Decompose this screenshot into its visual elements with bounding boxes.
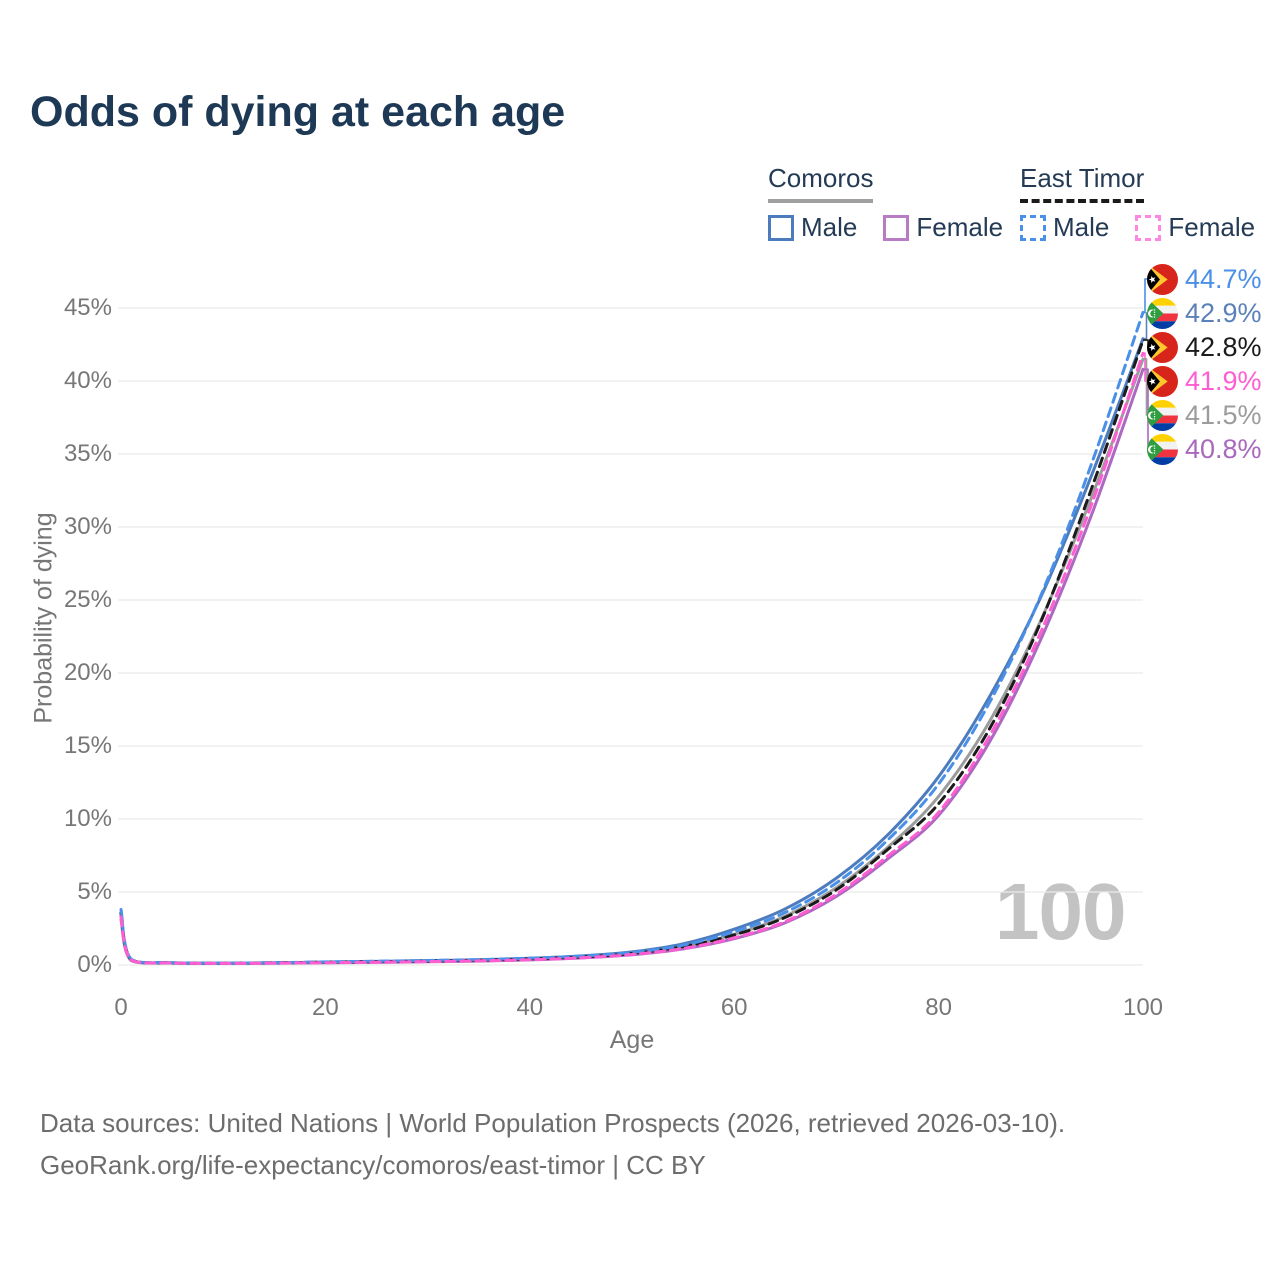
x-axis-title: Age (609, 1026, 655, 1054)
page-title: Odds of dying at each age (30, 88, 566, 136)
comoros-male-line (119, 337, 1145, 965)
y-tick-label: 0% (77, 951, 112, 978)
east-timor-flag-icon (1147, 331, 1178, 363)
x-tick-label: 80 (925, 994, 952, 1021)
x-tick-label: 0 (114, 994, 128, 1021)
y-tick-label: 30% (63, 513, 112, 540)
legend-title-comoros[interactable]: Comoros (768, 163, 874, 203)
end-label-value: 41.9% (1185, 365, 1262, 396)
legend-item-comoros-female[interactable]: Female (883, 212, 1003, 243)
east-timor-female-swatch-icon (1135, 214, 1162, 241)
y-tick-label: 10% (63, 805, 112, 832)
legend-items-east-timor: Male Female (1020, 212, 1280, 243)
legend-label: Female (916, 212, 1004, 242)
y-tick-label: 15% (63, 732, 112, 759)
x-tick-label: 20 (312, 994, 339, 1021)
age-counter-watermark: 100 (995, 867, 1126, 956)
y-tick-label: 20% (63, 659, 112, 686)
y-tick-label: 45% (63, 294, 112, 321)
x-tick-label: 100 (1122, 994, 1164, 1021)
y-tick-label: 35% (63, 440, 112, 467)
x-tick-label: 40 (516, 994, 544, 1021)
legend-group-comoros: Comoros Male Female (768, 163, 1029, 243)
legend-label: Male (801, 212, 858, 242)
y-tick-label: 5% (77, 878, 112, 905)
end-label-row: 42.8% (1147, 330, 1262, 364)
east-timor-male-swatch-icon (1020, 214, 1046, 241)
legend-items-comoros: Male Female (768, 212, 1029, 243)
end-label-row: 40.8% (1147, 432, 1262, 466)
end-label-value: 41.5% (1185, 399, 1262, 430)
attribution-text: GeoRank.org/life-expectancy/comoros/east… (40, 1150, 706, 1180)
east-timor-male-line (119, 310, 1145, 965)
leader-line (1143, 278, 1147, 314)
legend-title-east-timor[interactable]: East Timor (1020, 163, 1145, 203)
legend-item-east-timor-female[interactable]: Female (1135, 212, 1255, 243)
end-label-value: 42.8% (1185, 331, 1262, 362)
end-label-value: 40.8% (1185, 433, 1262, 464)
comoros-female-line (119, 367, 1145, 966)
end-label-row: 41.9% (1147, 364, 1262, 398)
east-timor-flag-icon (1147, 365, 1178, 397)
east-timor-flag-icon (1147, 263, 1178, 295)
leader-line (1143, 358, 1148, 416)
comoros-male-swatch-icon (768, 214, 794, 241)
legend-label: Female (1168, 212, 1256, 242)
y-tick-label: 40% (63, 367, 112, 394)
east-timor-female-line (119, 351, 1145, 965)
east-timor-all-line (119, 338, 1145, 965)
y-tick-label: 25% (63, 586, 112, 613)
end-label-row: 42.9% (1147, 296, 1262, 330)
end-label-value: 42.9% (1185, 297, 1262, 328)
comoros-all-line (119, 357, 1145, 965)
legend-group-east-timor: East Timor Male Female (1020, 163, 1280, 243)
comoros-female-swatch-icon (883, 214, 910, 241)
data-sources-text: Data sources: United Nations | World Pop… (40, 1108, 1066, 1138)
end-label-value: 44.7% (1185, 263, 1262, 294)
comoros-flag-icon (1147, 399, 1178, 431)
legend-item-east-timor-male[interactable]: Male (1020, 212, 1109, 243)
end-label-row: 44.7% (1147, 262, 1262, 296)
comoros-flag-icon (1147, 433, 1178, 465)
comoros-flag-icon (1147, 297, 1178, 329)
end-label-row: 41.5% (1147, 398, 1262, 432)
x-tick-label: 60 (720, 994, 748, 1021)
legend-item-comoros-male[interactable]: Male (768, 212, 857, 243)
legend-label: Male (1053, 212, 1110, 242)
leader-line (1143, 312, 1148, 340)
